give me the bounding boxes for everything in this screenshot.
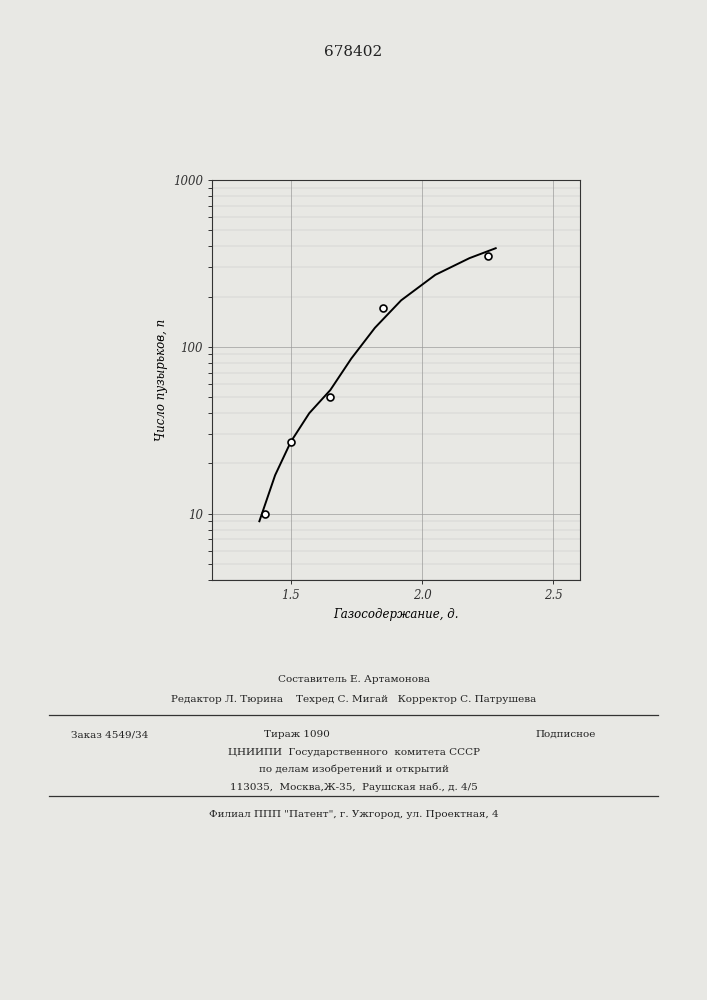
X-axis label: Газосодержание, д.: Газосодержание, д. [333, 608, 459, 621]
Text: 113035,  Москва,Ж-35,  Раушская наб., д. 4/5: 113035, Москва,Ж-35, Раушская наб., д. 4… [230, 782, 477, 792]
Point [285, 434, 296, 450]
Text: 678402: 678402 [325, 45, 382, 59]
Text: Филиал ППП "Патент", г. Ужгород, ул. Проектная, 4: Филиал ППП "Патент", г. Ужгород, ул. Про… [209, 810, 498, 819]
Text: Составитель Е. Артамонова: Составитель Е. Артамонова [278, 675, 429, 684]
Point [325, 389, 336, 405]
Point [259, 506, 270, 522]
Point [482, 248, 493, 264]
Text: Редактор Л. Тюрина    Техред С. Мигай   Корректор С. Патрушева: Редактор Л. Тюрина Техред С. Мигай Корре… [171, 695, 536, 704]
Text: Подписное: Подписное [535, 730, 596, 739]
Text: ЦНИИПИ  Государственного  комитета СССР: ЦНИИПИ Государственного комитета СССР [228, 748, 479, 757]
Text: Заказ 4549/34: Заказ 4549/34 [71, 730, 148, 739]
Point [377, 300, 388, 316]
Text: Тираж 1090: Тираж 1090 [264, 730, 330, 739]
Text: по делам изобретений и открытий: по делам изобретений и открытий [259, 765, 448, 774]
Y-axis label: Число пузырьков, n: Число пузырьков, n [155, 319, 168, 441]
